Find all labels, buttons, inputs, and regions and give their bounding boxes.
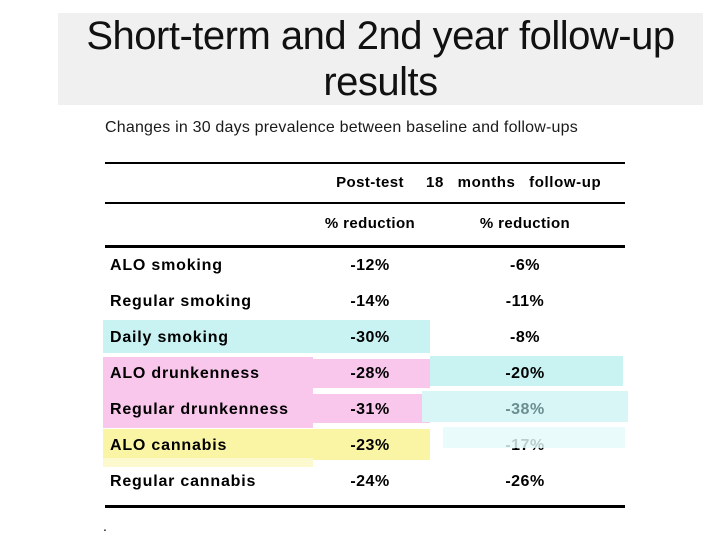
column-header-post-test: Post-test xyxy=(336,174,404,191)
followup-value: -26% xyxy=(505,473,545,490)
row-label: Regular smoking xyxy=(110,293,252,310)
post-test-value: -24% xyxy=(350,473,390,490)
column-header-18-months-followup: 18 months follow-up xyxy=(426,174,602,191)
table-row-alo-drunkenness: ALO drunkenness -28% -20% xyxy=(0,365,720,387)
post-test-value: -23% xyxy=(350,437,390,454)
highlight-cyan-regular-drunkenness-followup xyxy=(422,391,628,422)
table-row-regular-drunkenness: Regular drunkenness -31% -38% xyxy=(0,401,720,423)
highlight-pink-drunkenness-labels xyxy=(103,357,313,428)
rule-under-caption xyxy=(105,162,625,164)
slide-title-line2: results xyxy=(323,60,438,104)
table-row-regular-cannabis: Regular cannabis -24% -26% xyxy=(0,473,720,495)
subheader-followup-reduction: % reduction xyxy=(479,215,571,232)
table-row-regular-smoking: Regular smoking -14% -11% xyxy=(0,293,720,315)
row-label: Regular drunkenness xyxy=(110,401,289,418)
highlight-pink-alo-drunkenness-value xyxy=(313,359,430,388)
table-caption: Changes in 30 days prevalence between ba… xyxy=(105,119,578,136)
slide-title-line1: Short-term and 2nd year follow-up xyxy=(86,14,675,58)
table-row-daily-smoking: Daily smoking -30% -8% xyxy=(0,329,720,351)
followup-value: -6% xyxy=(510,257,540,274)
row-label: Daily smoking xyxy=(110,329,229,346)
post-test-value: -12% xyxy=(350,257,390,274)
slide-title-box: Short-term and 2nd year follow-up result… xyxy=(58,13,703,105)
highlight-yellow-alo-cannabis xyxy=(103,429,430,460)
highlight-cyan-alo-drunkenness-followup xyxy=(430,356,623,386)
row-label: Regular cannabis xyxy=(110,473,257,490)
row-label: ALO cannabis xyxy=(110,437,228,454)
footnote-dot: . xyxy=(103,518,107,534)
post-test-value: -14% xyxy=(350,293,390,310)
rule-above-body xyxy=(105,245,625,248)
table-row-alo-smoking: ALO smoking -12% -6% xyxy=(0,257,720,279)
subheader-post-test-reduction: % reduction xyxy=(324,215,416,232)
rule-under-column-headers xyxy=(105,202,625,204)
highlight-cyan-daily-smoking xyxy=(103,320,430,353)
row-label: ALO smoking xyxy=(110,257,223,274)
post-test-value: -30% xyxy=(350,329,390,346)
row-label: ALO drunkenness xyxy=(110,365,260,382)
followup-value: -20% xyxy=(505,365,545,382)
highlight-pale-cyan-over-cannabis-followup xyxy=(443,427,625,448)
highlight-pale-yellow-strip xyxy=(103,458,313,467)
post-test-value: -31% xyxy=(350,401,390,418)
rule-below-body xyxy=(105,505,625,508)
followup-value: -38% xyxy=(505,401,545,418)
followup-value: -8% xyxy=(510,329,540,346)
post-test-value: -28% xyxy=(350,365,390,382)
highlight-pink-regular-drunkenness-value xyxy=(313,394,430,423)
slide-title: Short-term and 2nd year follow-up result… xyxy=(58,13,703,105)
followup-value: -11% xyxy=(505,293,545,310)
